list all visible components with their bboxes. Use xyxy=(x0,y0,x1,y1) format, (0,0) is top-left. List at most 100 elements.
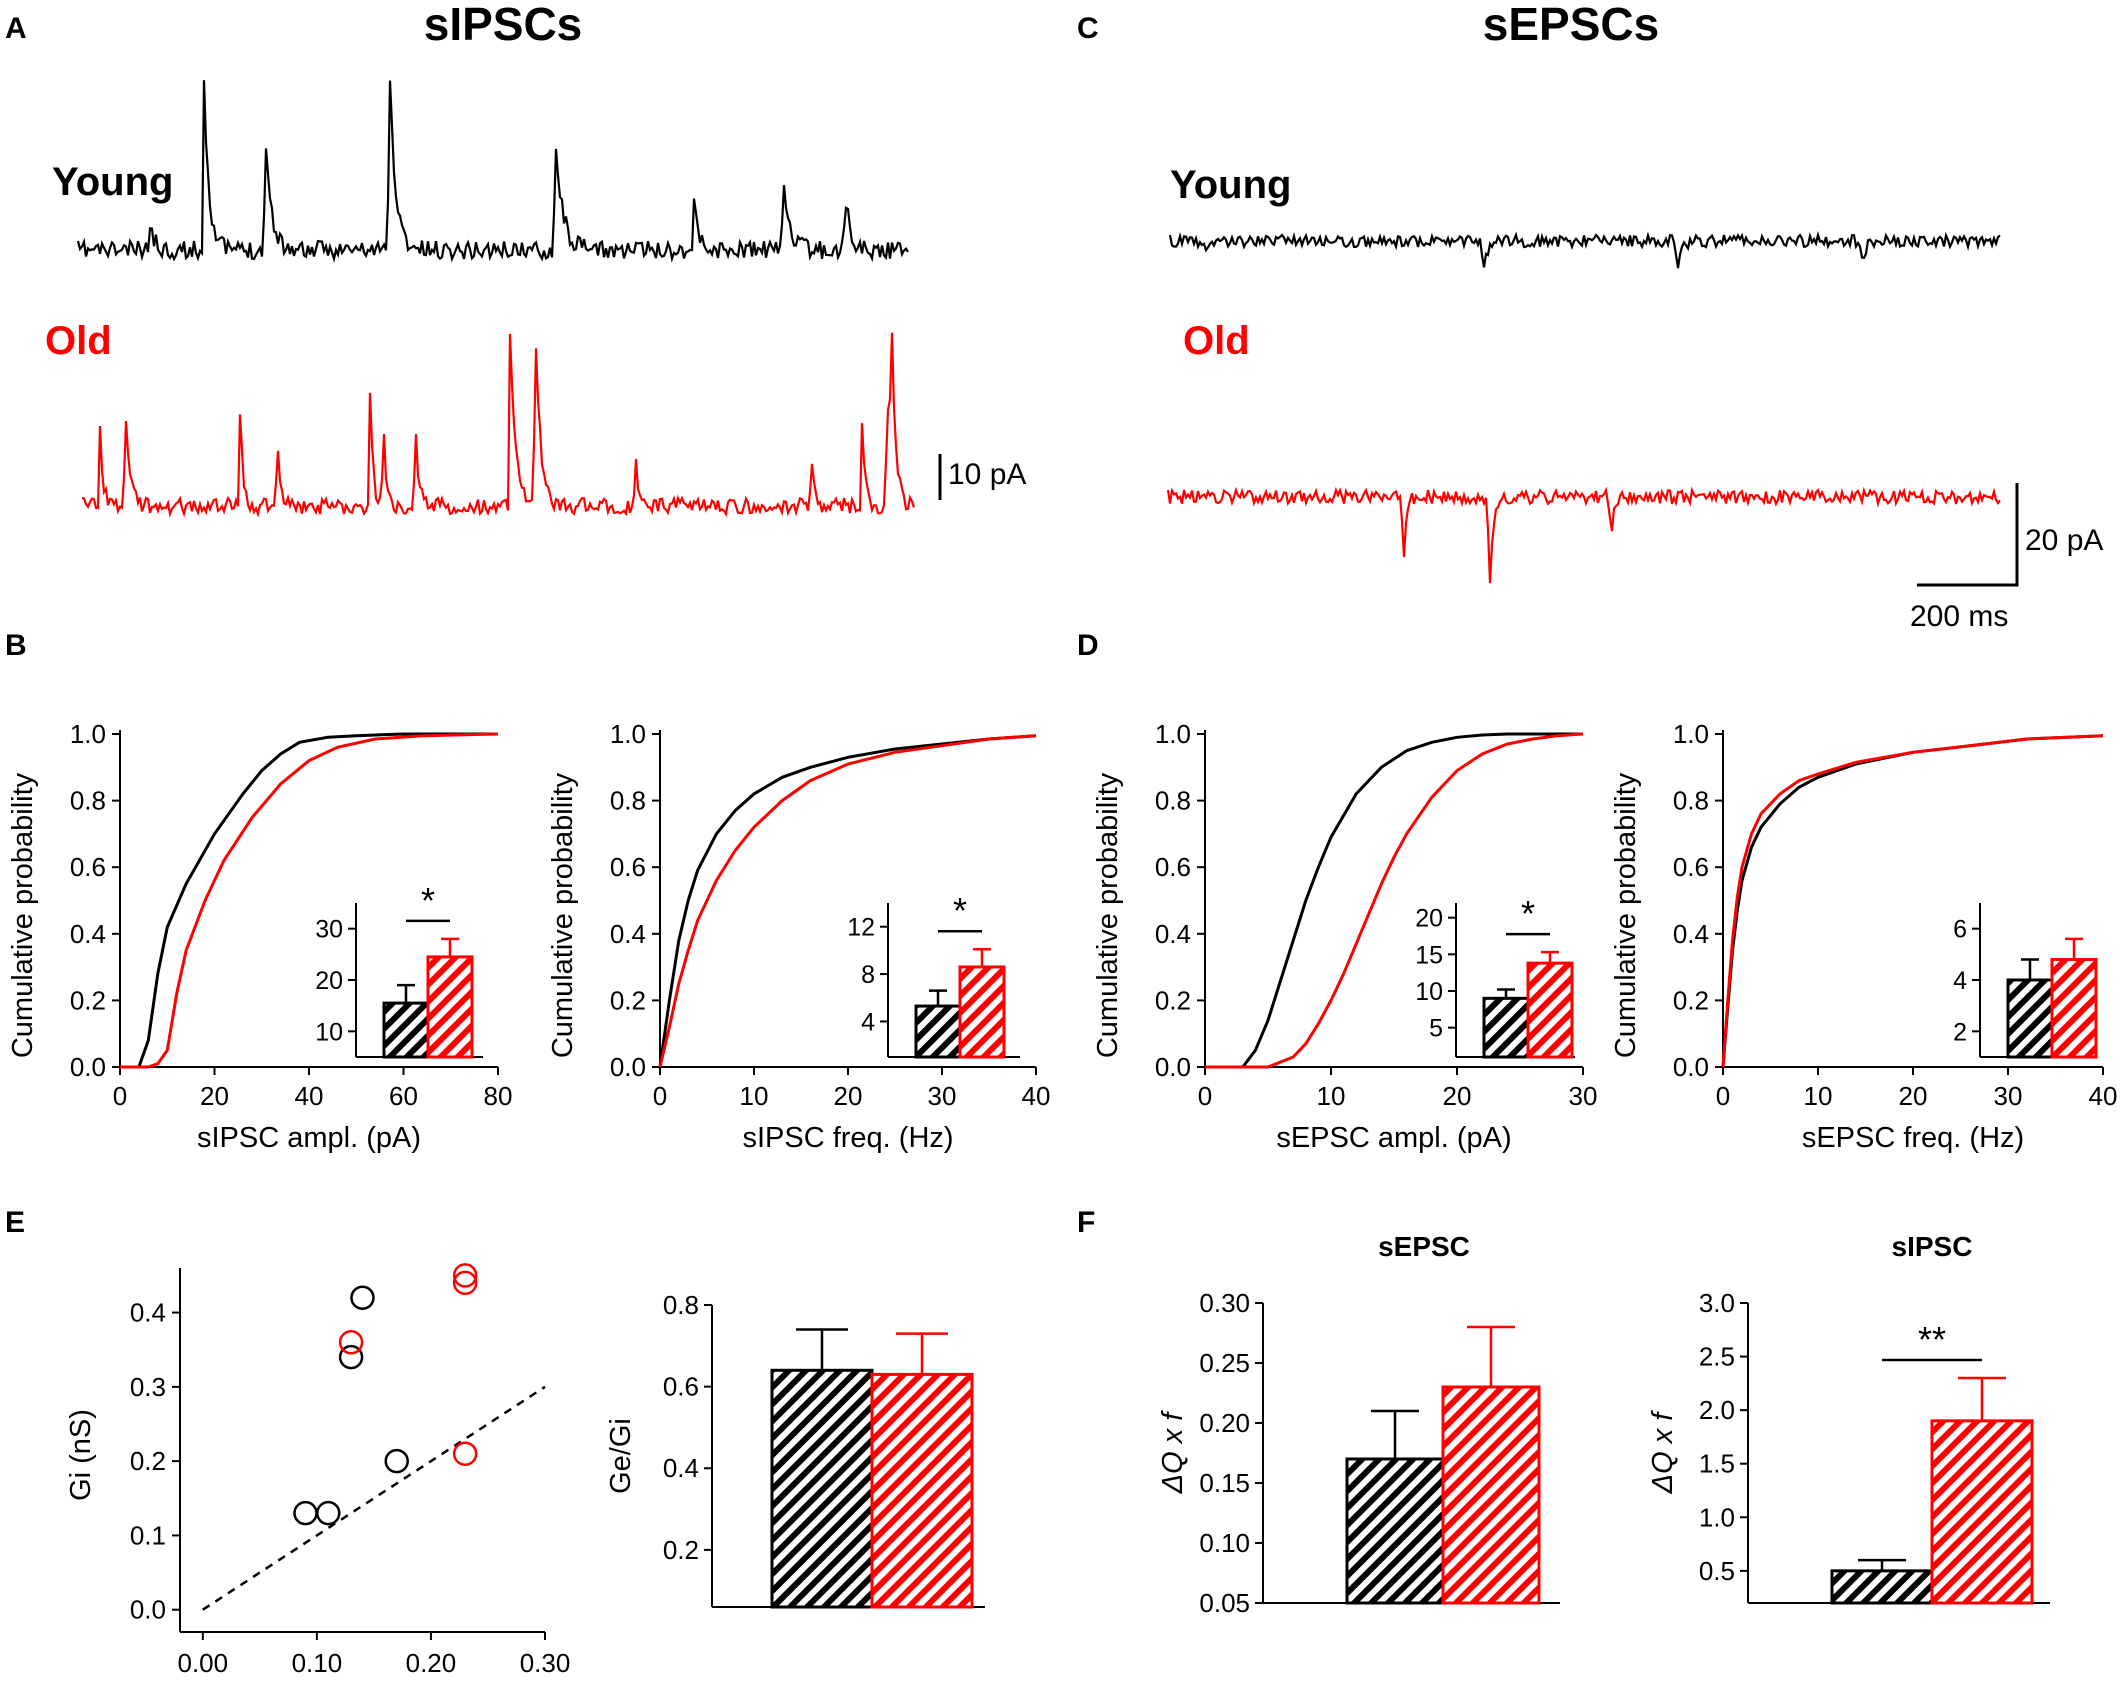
panel-c-scale-x-label: 200 ms xyxy=(1910,600,2008,633)
chart-d2-inset-bar-young xyxy=(2006,978,2054,1059)
chart-e1-xtick-label-0-00: 0.00 xyxy=(178,1648,229,1678)
chart-b1-xtick-label-60: 60 xyxy=(389,1081,418,1111)
chart-d1-xtick-label-0: 0 xyxy=(1198,1081,1212,1111)
chart-d1: 0.0 0.2 0.4 0.6 0.8 1.0 0 10 20 30 sEPSC ampl. (pA… xyxy=(1092,719,1597,1154)
chart-d1-ytick-label-0-6: 0.6 xyxy=(1155,852,1191,882)
chart-d1-ylabel: Cumulative probability xyxy=(1092,772,1124,1058)
chart-e1-ytick-label-0-3: 0.3 xyxy=(130,1372,166,1402)
chart-e2-ytick-label-0-2: 0.2 xyxy=(663,1535,699,1565)
chart-e1-ylabel: Gi (nS) xyxy=(65,1409,97,1501)
chart-f2-ytick-label-0-5: 0.5 xyxy=(1699,1556,1735,1586)
panel-c-title: sEPSCs xyxy=(1483,0,1659,50)
chart-b2-ylabel: Cumulative probability xyxy=(547,772,579,1058)
panel-a-old-trace xyxy=(81,332,916,518)
chart-e1-point-old-1 xyxy=(452,1263,478,1288)
chart-e1-point-old-3 xyxy=(452,1441,478,1466)
chart-b1-ytick-label-0-2: 0.2 xyxy=(70,985,106,1015)
chart-b1-ytick-label-1-0: 1.0 xyxy=(70,719,106,749)
chart-e1-reference-line xyxy=(202,1385,546,1611)
chart-b2-xtick-label-40: 40 xyxy=(1022,1081,1051,1111)
chart-d2-xtick-label-30: 30 xyxy=(1994,1081,2023,1111)
chart-d1-ytick-label-0-4: 0.4 xyxy=(1155,919,1191,949)
chart-d2-xtick-label-40: 40 xyxy=(2089,1081,2118,1111)
chart-d2-inset-ytick-label-6: 6 xyxy=(1953,916,1967,944)
chart-e1-point-young-4 xyxy=(384,1448,409,1474)
chart-b1-line-young xyxy=(120,732,498,1069)
panel-letter-f: F xyxy=(1077,1206,1095,1239)
chart-d2-ytick-label-0-4: 0.4 xyxy=(1673,919,1709,949)
chart-d1-xtick-label-20: 20 xyxy=(1443,1081,1472,1111)
panel-letter-b: B xyxy=(5,629,27,662)
panel-c-old-label: Old xyxy=(1183,319,1250,363)
chart-e1-xlabel: Ge (nS) xyxy=(323,1689,425,1691)
chart-e2-ytick-label-0-6: 0.6 xyxy=(663,1372,699,1402)
chart-f2-ytick-label-1-5: 1.5 xyxy=(1699,1449,1735,1479)
chart-f2-ytick-label-1-0: 1.0 xyxy=(1699,1502,1735,1532)
chart-b1-inset-ytick-label-20: 20 xyxy=(315,967,343,995)
chart-f2-bar-old xyxy=(1930,1419,2034,1605)
chart-e2-ytick-label-0-8: 0.8 xyxy=(663,1290,699,1320)
chart-d1-inset-bar-old xyxy=(1526,961,1574,1059)
panel-letter-e: E xyxy=(5,1206,25,1239)
chart-d1-xtick-label-10: 10 xyxy=(1317,1081,1346,1111)
chart-d2-ytick-label-1-0: 1.0 xyxy=(1673,719,1709,749)
chart-e2-bar-young xyxy=(770,1368,874,1609)
chart-d1-inset-ytick-label-15: 15 xyxy=(1415,941,1443,969)
chart-d2-xtick-label-10: 10 xyxy=(1804,1081,1833,1111)
chart-e1-point-young-3 xyxy=(350,1285,375,1310)
panel-a-title: sIPSCs xyxy=(424,0,583,50)
panel-a-young-label: Young xyxy=(52,160,173,204)
chart-d1-ytick-label-0-2: 0.2 xyxy=(1155,985,1191,1015)
chart-f2-ytick-label-3-0: 3.0 xyxy=(1699,1288,1735,1318)
chart-d1-inset-bar-young xyxy=(1482,996,1530,1059)
chart-e1-point-old-0 xyxy=(338,1330,364,1355)
chart-b2-inset-ytick-label-12: 12 xyxy=(847,914,875,942)
chart-d2-line-old xyxy=(1721,734,2104,1068)
panel-c-young-trace xyxy=(1168,230,2001,269)
chart-b1-ytick-label-0-8: 0.8 xyxy=(70,786,106,816)
chart-d1-ytick-label-0-0: 0.0 xyxy=(1155,1052,1191,1082)
chart-e2-ytick-label-0-4: 0.4 xyxy=(663,1453,699,1483)
chart-d2-ytick-label-0-8: 0.8 xyxy=(1673,786,1709,816)
chart-f1-ylabel: ΔQ x f xyxy=(1157,1410,1189,1495)
chart-f1-ytick-label-0-15: 0.15 xyxy=(1199,1468,1250,1498)
panel-a-young-trace xyxy=(76,80,909,264)
chart-d2-inset-bar-old xyxy=(2050,957,2098,1059)
chart-d2-inset-ytick-label-2: 2 xyxy=(1953,1018,1967,1046)
chart-d2-ytick-label-0-2: 0.2 xyxy=(1673,985,1709,1015)
chart-d1-inset-ytick-label-20: 20 xyxy=(1415,905,1443,933)
chart-e1-ytick-label-0-0: 0.0 xyxy=(130,1595,166,1625)
chart-e1-ytick-label-0-4: 0.4 xyxy=(130,1298,166,1328)
chart-e1-ytick-label-0-1: 0.1 xyxy=(130,1520,166,1550)
panel-f1-title: sEPSC xyxy=(1378,1231,1470,1262)
chart-b2-ytick-label-0-2: 0.2 xyxy=(610,985,646,1015)
chart-b1-line-old xyxy=(120,732,499,1069)
chart-e1-ytick-label-0-2: 0.2 xyxy=(130,1446,166,1476)
chart-f1: 0.05 0.10 0.15 0.20 0.25 0.30 ΔQ x f xyxy=(1157,1288,1560,1618)
chart-b2-xtick-label-30: 30 xyxy=(928,1081,957,1111)
chart-f2-ytick-label-2-0: 2.0 xyxy=(1699,1395,1735,1425)
chart-b2-inset-bar-old xyxy=(958,965,1006,1059)
panel-letter-d: D xyxy=(1077,629,1099,662)
chart-b2-ytick-label-0-6: 0.6 xyxy=(610,852,646,882)
chart-b2-xtick-label-0: 0 xyxy=(653,1081,667,1111)
chart-e1-point-young-0 xyxy=(293,1500,318,1526)
chart-b2-ytick-label-0-8: 0.8 xyxy=(610,786,646,816)
chart-b2-inset-ytick-label-8: 8 xyxy=(861,961,875,989)
panel-letter-c: C xyxy=(1077,12,1099,45)
chart-b1-xlabel: sIPSC ampl. (pA) xyxy=(197,1122,421,1154)
chart-f1-ytick-label-0-05: 0.05 xyxy=(1199,1588,1250,1618)
chart-d1-ytick-label-1-0: 1.0 xyxy=(1155,719,1191,749)
chart-d2-xtick-label-20: 20 xyxy=(1899,1081,1928,1111)
panel-c-scale-y-label: 20 pA xyxy=(2025,524,2103,557)
chart-d2-xlabel: sEPSC freq. (Hz) xyxy=(1802,1122,2024,1154)
chart-b2-inset-bar-young xyxy=(914,1004,962,1059)
panel-c-scale-bar xyxy=(1917,483,2019,587)
chart-f1-ytick-label-0-10: 0.10 xyxy=(1199,1528,1250,1558)
chart-d2-ytick-label-0-0: 0.0 xyxy=(1673,1052,1709,1082)
chart-b1-ytick-label-0-6: 0.6 xyxy=(70,852,106,882)
chart-d2: 0.0 0.2 0.4 0.6 0.8 1.0 0 10 20 30 40 sEPSC freq. (… xyxy=(1610,719,2117,1154)
chart-e1-xtick-label-0-30: 0.30 xyxy=(520,1648,571,1678)
chart-b1-xtick-label-80: 80 xyxy=(484,1081,513,1111)
